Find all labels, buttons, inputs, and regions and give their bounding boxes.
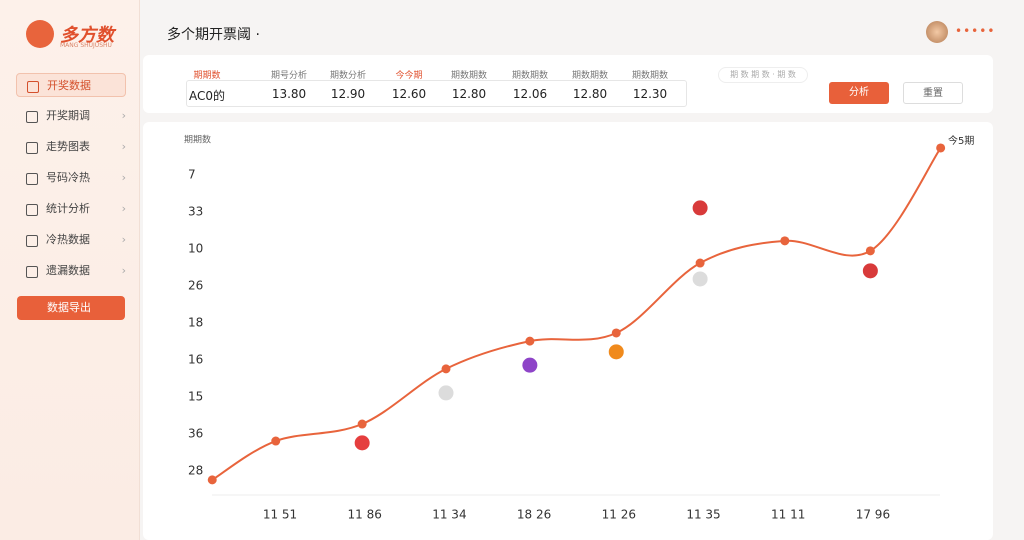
menu-item[interactable]: 走势图表 <box>16 135 126 159</box>
column-header: 期期数 <box>193 71 221 81</box>
y-label: 10 <box>188 242 203 256</box>
export-button[interactable]: 数据导出 <box>17 296 125 320</box>
column-header: 期数期数 <box>511 71 549 81</box>
cell: 12.30 <box>632 87 668 101</box>
column-header: 期数期数 <box>631 71 669 81</box>
y-label: 28 <box>188 464 203 478</box>
x-label: 11 51 <box>263 508 297 522</box>
x-label: 11 86 <box>348 508 382 522</box>
marker[interactable] <box>608 344 624 360</box>
y-label: 7 <box>188 168 196 182</box>
y-label: 15 <box>188 390 203 404</box>
page-title: 多个期开票阈 · <box>167 27 260 43</box>
menu-item[interactable]: 冷热数据 <box>16 228 126 252</box>
x-label: 11 35 <box>686 508 720 522</box>
line-point <box>357 419 367 429</box>
reset-button[interactable]: 重置 <box>903 82 963 104</box>
y-label: 16 <box>188 353 203 367</box>
line-point <box>441 364 451 374</box>
cell: 12.80 <box>572 87 608 101</box>
marker[interactable] <box>692 200 708 216</box>
logo: 多方数 MANG SHUJUSHU <box>26 20 114 49</box>
x-label: 18 26 <box>517 508 551 522</box>
column-header: 期数期数 <box>571 71 609 81</box>
marker[interactable] <box>862 263 878 279</box>
cell: 12.90 <box>330 87 366 101</box>
y-label: 33 <box>188 205 203 219</box>
column-header: 期数期数 <box>450 71 488 81</box>
row-box <box>186 80 687 107</box>
x-label: 17 96 <box>856 508 890 522</box>
menu-item[interactable]: 开奖期调 <box>16 104 126 128</box>
menu-dots[interactable]: ••••• <box>955 24 996 38</box>
marker[interactable] <box>692 271 708 287</box>
y-label: 18 <box>188 316 203 330</box>
menu-item[interactable]: 遗漏数据 <box>16 259 126 283</box>
filter[interactable]: 期 数 期 数 · 期 数 <box>718 67 808 83</box>
marker[interactable] <box>354 435 370 451</box>
y-label: 26 <box>188 279 203 293</box>
logo-text: 多方数 <box>60 25 114 46</box>
y-axis-title: 期期数 <box>184 134 211 146</box>
line-point <box>207 475 217 485</box>
line-point <box>865 246 875 256</box>
y-label: 36 <box>188 427 203 441</box>
x-label: 11 34 <box>432 508 466 522</box>
line-point <box>611 328 621 338</box>
menu-item[interactable]: 开奖数据 <box>16 73 126 97</box>
line <box>211 147 942 481</box>
annotation: 今5期 <box>948 134 974 147</box>
x-label: 11 11 <box>771 508 805 522</box>
cell: 12.60 <box>391 87 427 101</box>
avatar[interactable] <box>926 21 948 43</box>
menu-item[interactable]: 统计分析 <box>16 197 126 221</box>
cell: 13.80 <box>271 87 307 101</box>
cell: 12.06 <box>512 87 548 101</box>
marker[interactable] <box>522 357 538 373</box>
line-point <box>936 143 946 153</box>
line-point <box>271 436 281 446</box>
line-point <box>780 236 790 246</box>
cell: AC0的 <box>188 89 226 103</box>
chart-panel <box>143 122 993 540</box>
logo-sub: MANG SHUJUSHU <box>60 42 112 49</box>
column-header: 期号分析 <box>270 71 308 81</box>
marker[interactable] <box>438 385 454 401</box>
analyze-button[interactable]: 分析 <box>829 82 889 104</box>
x-label: 11 26 <box>602 508 636 522</box>
line-point <box>525 336 535 346</box>
column-header: 期数分析 <box>329 71 367 81</box>
line-point <box>695 258 705 268</box>
column-header: 今今期 <box>395 71 423 81</box>
menu-item[interactable]: 号码冷热 <box>16 166 126 190</box>
cell: 12.80 <box>451 87 487 101</box>
